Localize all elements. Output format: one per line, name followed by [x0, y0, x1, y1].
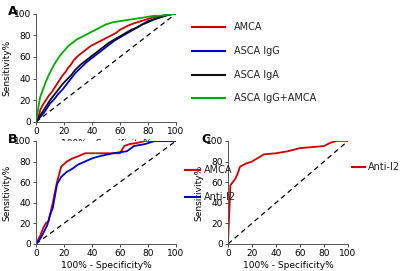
Text: C: C	[202, 133, 211, 146]
X-axis label: 100% - Specificity%: 100% - Specificity%	[61, 260, 151, 270]
Text: AMCA: AMCA	[204, 165, 232, 175]
X-axis label: 100% - Specificity%: 100% - Specificity%	[243, 260, 333, 270]
Y-axis label: Sensitivity%: Sensitivity%	[194, 164, 203, 221]
Y-axis label: Sensitivity%: Sensitivity%	[2, 164, 11, 221]
Text: Anti-I2: Anti-I2	[204, 192, 236, 202]
Text: ASCA IgA: ASCA IgA	[234, 70, 279, 80]
Text: Anti-I2: Anti-I2	[368, 162, 400, 172]
Text: AMCA: AMCA	[234, 22, 262, 32]
Y-axis label: Sensitivity%: Sensitivity%	[2, 40, 11, 96]
Text: A: A	[8, 5, 18, 18]
Text: ASCA IgG+AMCA: ASCA IgG+AMCA	[234, 93, 316, 104]
Text: B: B	[8, 133, 18, 146]
Text: ASCA IgG: ASCA IgG	[234, 46, 280, 56]
X-axis label: 100% - Specificity%: 100% - Specificity%	[61, 138, 151, 148]
